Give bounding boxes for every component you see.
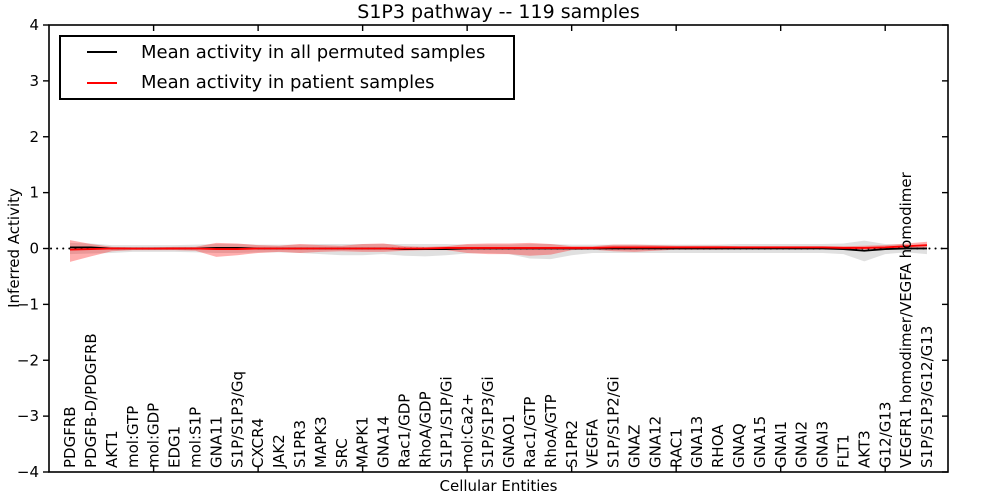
y-tick-label: 0 <box>29 240 39 258</box>
y-tick-label: −1 <box>17 295 39 313</box>
x-category-label: MAPK3 <box>312 416 330 468</box>
patient-band <box>70 240 927 262</box>
y-tick-label: −3 <box>17 407 39 425</box>
y-tick-label: −4 <box>17 463 39 481</box>
legend-item-patient: Mean activity in patient samples <box>61 68 513 98</box>
x-category-label: S1P/S1P2/Gi <box>605 376 623 468</box>
x-category-label: S1P1/S1P/Gi <box>437 376 455 468</box>
x-category-label: EDG1 <box>166 426 184 468</box>
x-category-label: MAPK1 <box>354 416 372 468</box>
x-category-label: VEGFR1 homodimer/VEGFA homodimer <box>897 171 915 468</box>
y-axis-label: Inferred Activity <box>5 188 23 308</box>
x-category-label: S1PR2 <box>563 420 581 468</box>
x-category-label: RAC1 <box>667 428 685 468</box>
x-category-label: RHOA <box>709 424 727 468</box>
y-tick-label: 1 <box>29 184 39 202</box>
x-category-label: Rac1/GTP <box>521 397 539 468</box>
x-category-label: AKT1 <box>103 430 121 468</box>
legend-label-patient: Mean activity in patient samples <box>141 72 435 94</box>
x-category-label: GNA12 <box>646 416 664 468</box>
x-category-label: GNAZ <box>625 425 643 468</box>
x-category-label: GNA14 <box>375 416 393 468</box>
x-category-label: S1P/S1P3/Gq <box>228 371 246 468</box>
legend: Mean activity in all permuted samples Me… <box>59 35 515 100</box>
x-category-label: FLT1 <box>834 434 852 468</box>
x-category-label: mol:S1P <box>187 407 205 468</box>
y-tick-label: −2 <box>17 351 39 369</box>
y-tick-label: 4 <box>29 16 39 34</box>
x-category-label: GNAQ <box>730 423 748 468</box>
x-category-label: CXCR4 <box>249 418 267 468</box>
x-category-label: S1P/S1P3/Gi <box>479 376 497 468</box>
permuted-band <box>70 240 927 262</box>
legend-label-permuted: Mean activity in all permuted samples <box>141 41 486 63</box>
x-category-label: AKT3 <box>855 430 873 468</box>
x-category-label: GNA15 <box>751 416 769 468</box>
x-category-label: PDGFRB <box>61 406 79 468</box>
x-category-label: Rac1/GDP <box>396 394 414 468</box>
x-axis-label: Cellular Entities <box>439 477 558 495</box>
x-category-label: mol:Ca2+ <box>458 393 476 468</box>
y-tick-label: 2 <box>29 128 39 146</box>
x-category-label: G12/G13 <box>876 402 894 468</box>
legend-line-swatch-black <box>87 51 117 54</box>
x-category-label: S1PR3 <box>291 420 309 468</box>
x-category-label: GNAO1 <box>500 414 518 468</box>
x-category-label: GNA13 <box>688 416 706 468</box>
chart-title: S1P3 pathway -- 119 samples <box>357 1 640 23</box>
legend-line-swatch-red <box>87 81 117 84</box>
x-category-label: JAK2 <box>270 434 288 469</box>
x-category-label: SRC <box>333 438 351 468</box>
patient-mean-line <box>69 244 928 251</box>
x-category-label: mol:GTP <box>124 406 142 468</box>
x-category-label: VEGFA <box>584 418 602 468</box>
y-tick-label: 3 <box>29 72 39 90</box>
x-category-label: mol:GDP <box>145 403 163 468</box>
legend-item-permuted: Mean activity in all permuted samples <box>61 37 513 67</box>
x-category-label: GNA11 <box>207 416 225 468</box>
x-category-label: S1P/S1P3/G12/G13 <box>918 326 936 468</box>
x-category-label: GNAI1 <box>772 421 790 468</box>
x-category-label: PDGFB-D/PDGFRB <box>82 333 100 468</box>
x-category-label: GNAI2 <box>793 421 811 468</box>
x-category-label: RhoA/GTP <box>542 394 560 468</box>
x-category-label: GNAI3 <box>814 421 832 468</box>
x-category-label: RhoA/GDP <box>416 391 434 468</box>
